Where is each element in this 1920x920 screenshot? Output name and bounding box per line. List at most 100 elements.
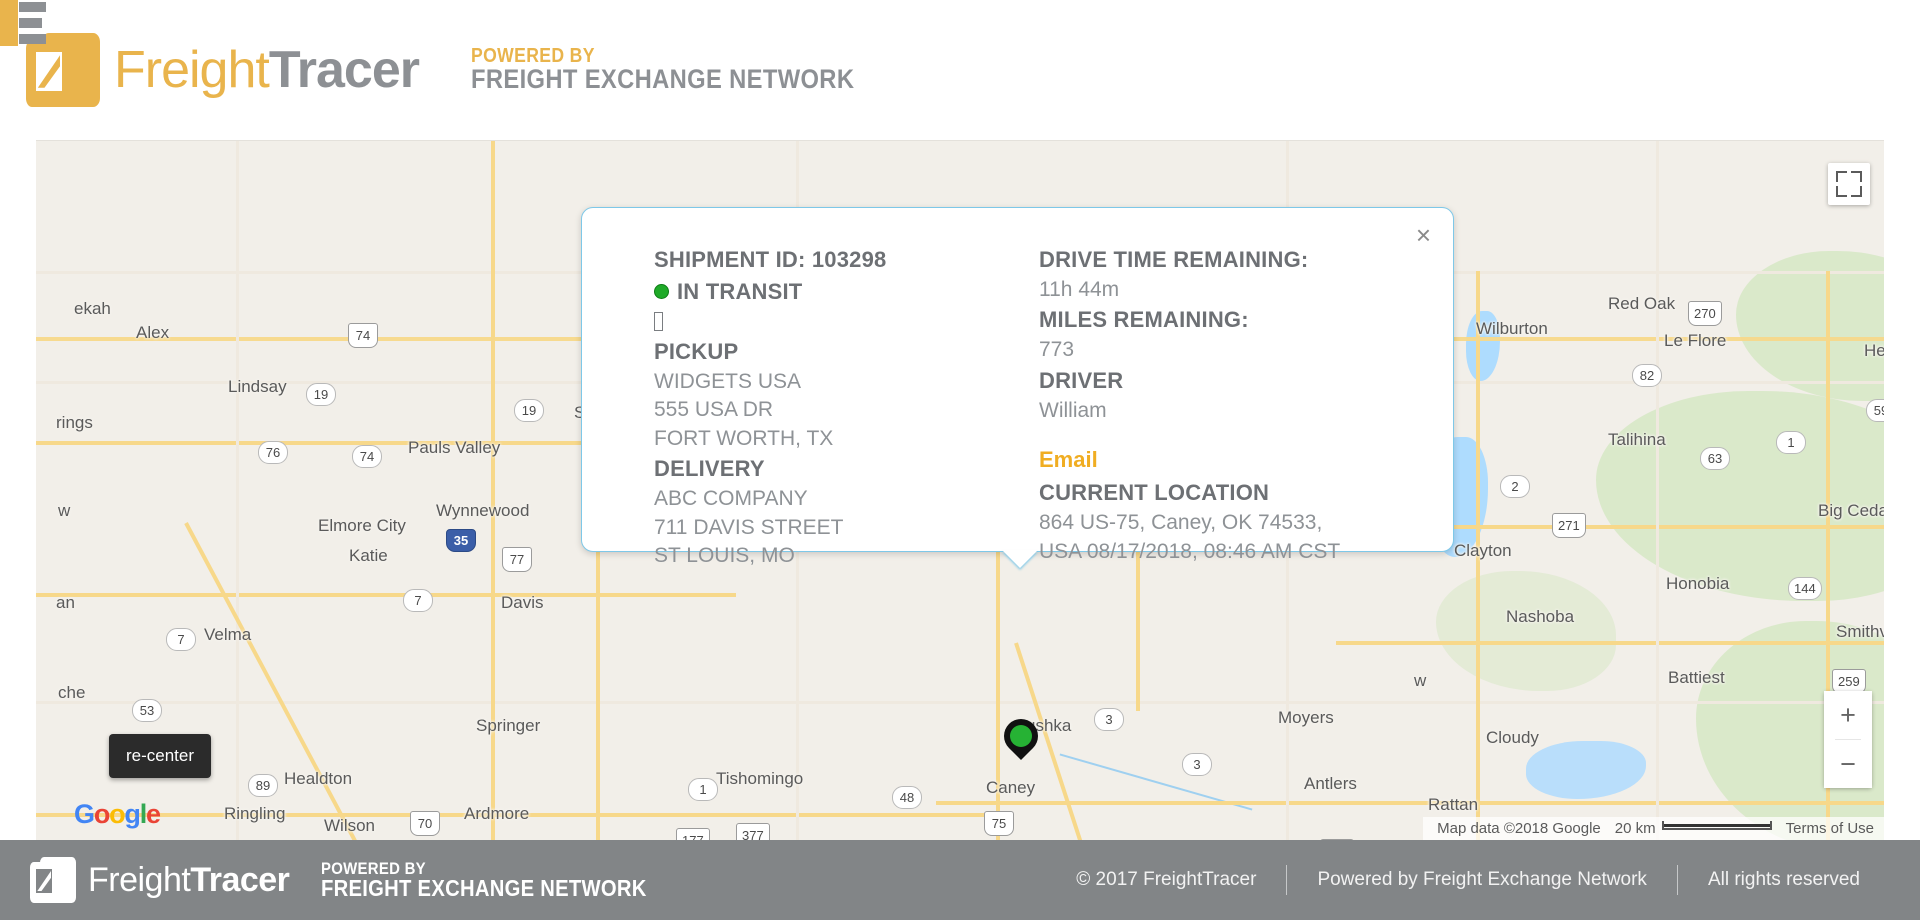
map-city-label: Cloudy xyxy=(1486,728,1539,747)
freighttracer-logo-icon xyxy=(26,33,100,107)
divider xyxy=(1835,739,1861,740)
map-city-label: Alex xyxy=(136,323,170,342)
map-route-shield: 82 xyxy=(1632,364,1662,387)
map-city-label: Davis xyxy=(501,593,544,612)
map-city-label: ekah xyxy=(74,299,111,318)
map-road xyxy=(1476,271,1480,840)
map-marker-icon[interactable] xyxy=(996,711,1046,765)
map-road xyxy=(36,441,796,445)
freight-exchange-network-icon xyxy=(0,0,46,46)
scale-label: 20 km xyxy=(1614,820,1656,837)
google-logo-l: l xyxy=(139,799,148,829)
map-route-shield: 63 xyxy=(1700,447,1730,470)
map-route-shield: 144 xyxy=(1788,577,1822,600)
pickup-line-3: FORT WORTH, TX xyxy=(654,426,834,450)
zoom-out-button[interactable]: − xyxy=(1824,740,1872,788)
page-footer: FreightTracer POWERED BY FREIGHT EXCHANG… xyxy=(0,840,1920,920)
map-city-label: Velma xyxy=(204,625,252,644)
map-route-shield: 270 xyxy=(1688,301,1722,326)
re-center-button[interactable]: re-center xyxy=(109,734,212,778)
fen-name-label: FREIGHT EXCHANGE NETWORK xyxy=(470,64,855,95)
map-city-label: Wynnewood xyxy=(436,501,530,520)
map-road xyxy=(996,541,1000,840)
zoom-controls[interactable]: + − xyxy=(1824,691,1872,788)
map-route-shield: 377 xyxy=(736,823,770,840)
brand-wordmark: FreightTracer xyxy=(114,44,420,96)
zoom-in-button[interactable]: + xyxy=(1824,691,1872,739)
map-route-shield: 7 xyxy=(403,589,433,612)
powered-by-label: POWERED BY xyxy=(470,45,595,68)
map-city-label: Nashoba xyxy=(1506,607,1575,626)
map-route-shield: 1 xyxy=(1776,431,1806,454)
map-route-shield: 3 xyxy=(1094,708,1124,731)
map-route-shield: 59 xyxy=(1866,399,1884,422)
map-route-shield: 75 xyxy=(984,811,1014,836)
pickup-label: PICKUP xyxy=(654,338,739,364)
map-route-shield: 48 xyxy=(892,786,922,809)
terms-of-use-link[interactable]: Terms of Use xyxy=(1785,820,1874,837)
map-city-label: Healdton xyxy=(284,769,353,788)
map-road xyxy=(36,813,996,817)
footer-brand-light: Freight xyxy=(88,860,191,899)
map-road xyxy=(596,271,600,840)
close-icon[interactable]: × xyxy=(1415,220,1431,250)
divider xyxy=(1286,865,1288,895)
current-location-line-2: USA 08/17/2018, 08:46 AM CST xyxy=(1039,539,1341,563)
map-city-label: Talihina xyxy=(1608,430,1666,449)
map-route-shield: 271 xyxy=(1320,839,1354,840)
footer-rights: All rights reserved xyxy=(1707,869,1860,890)
delivery-line-1: ABC COMPANY xyxy=(654,487,808,511)
drive-time-value: 11h 44m xyxy=(1039,277,1120,301)
footer-links: © 2017 FreightTracer Powered by Freight … xyxy=(1046,865,1890,895)
info-left-column: SHIPMENT ID: 103298 IN TRANSIT PICKUP WI… xyxy=(654,244,1039,571)
map-route-shield: 77 xyxy=(502,547,532,572)
map-route-shield: 3 xyxy=(1182,753,1212,776)
google-logo-e: e xyxy=(146,799,161,829)
map-city-label: Tishomingo xyxy=(716,769,804,788)
brand-logo[interactable]: FreightTracer xyxy=(26,33,420,107)
info-right-column: DRIVE TIME REMAINING: 11h 44m MILES REMA… xyxy=(1039,244,1424,571)
current-location-label: CURRENT LOCATION xyxy=(1039,480,1270,506)
map-city-label: che xyxy=(58,683,86,702)
divider xyxy=(1676,865,1678,895)
status-dot-icon xyxy=(654,284,669,300)
shipment-info-window: × SHIPMENT ID: 103298 IN TRANSIT PICKUP … xyxy=(581,207,1454,567)
google-logo-g1: G xyxy=(74,799,95,829)
map-route-shield: 19 xyxy=(514,399,544,422)
footer-brand-logo[interactable]: FreightTracer POWERED BY FREIGHT EXCHANG… xyxy=(30,857,692,903)
map-route-shield: 259 xyxy=(1832,669,1866,694)
map-route-shield: 53 xyxy=(132,699,162,722)
map-city-label: Katie xyxy=(349,546,388,565)
map-road xyxy=(936,801,1884,805)
map-city-label: Hea xyxy=(1864,341,1884,360)
map-water-body xyxy=(1526,741,1646,799)
map-route-shield: 74 xyxy=(352,445,382,468)
google-logo[interactable]: Google xyxy=(74,799,161,830)
footer-brand-wordmark: FreightTracer xyxy=(88,860,290,900)
map-road xyxy=(1826,271,1830,840)
map-forest-area xyxy=(1596,391,1884,601)
status-badge: IN TRANSIT xyxy=(654,276,1039,308)
map-city-label: Smithville xyxy=(1836,622,1884,641)
fullscreen-icon[interactable] xyxy=(1828,163,1870,205)
map-scale-bar: 20 km xyxy=(1615,820,1772,837)
map-road-minor xyxy=(1656,141,1659,840)
footer-powered-by-label: POWERED BY xyxy=(321,858,427,878)
delivery-line-3: ST LOUIS, MO xyxy=(654,544,795,568)
map-city-label: Honobia xyxy=(1666,574,1730,593)
map-container[interactable]: KonawaStuartMcAlesterWilburtonRed OakLe … xyxy=(36,140,1884,840)
map-road xyxy=(491,141,495,840)
driver-label: DRIVER xyxy=(1039,367,1124,393)
map-route-shield: 70 xyxy=(410,811,440,836)
google-logo-g2: g xyxy=(124,799,141,829)
map-route-shield: 35 xyxy=(446,529,476,552)
map-route-shield: 19 xyxy=(306,383,336,406)
shipment-id-label: SHIPMENT ID: 103298 xyxy=(654,247,887,272)
map-data-label: Map data ©2018 Google xyxy=(1437,820,1601,837)
google-logo-o1: o xyxy=(93,799,111,829)
email-link[interactable]: Email xyxy=(1039,447,1098,473)
map-road xyxy=(36,593,736,597)
map-road-minor xyxy=(36,701,1884,704)
page-header: FreightTracer POWERED BY FREIGHT EXCHANG… xyxy=(0,0,1920,140)
map-city-label: Rattan xyxy=(1428,795,1479,814)
